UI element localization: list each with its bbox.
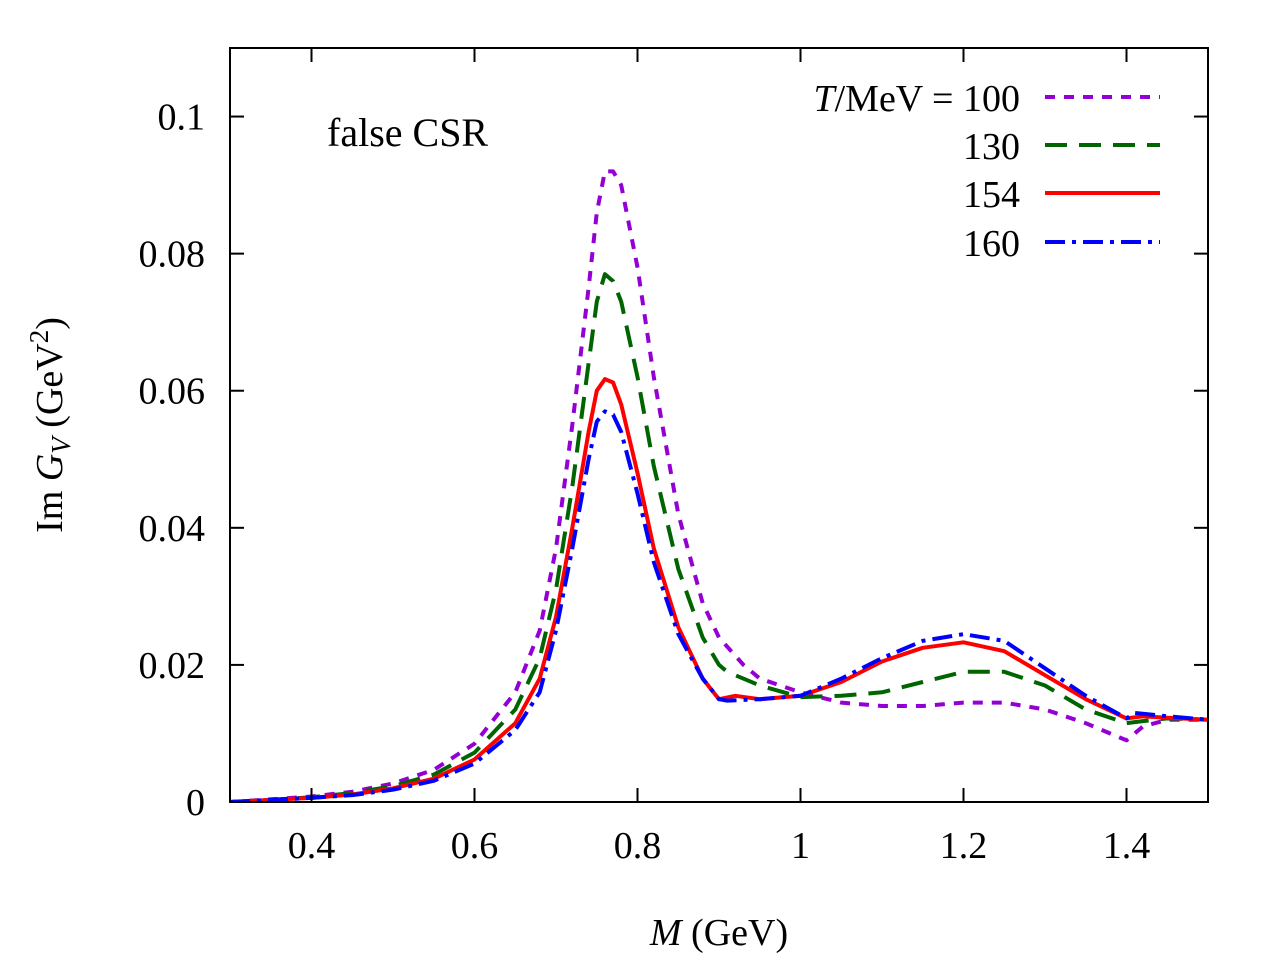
legend-swatches [1045, 95, 1160, 244]
series-line-160 [230, 409, 1208, 802]
y-axis-title: Im GV (GeV2) [24, 317, 76, 533]
x-tick-label-5: 1.4 [1103, 825, 1151, 867]
series-layer [230, 169, 1208, 802]
y-tick-label-1: 0.02 [139, 645, 206, 687]
legend-entry-0-label: T/MeV = 100 [813, 78, 1020, 120]
x-tick-label-1: 0.6 [451, 825, 499, 867]
x-tick-label-2: 0.8 [614, 825, 662, 867]
x-axis-title: M (GeV) [649, 912, 788, 954]
legend-entry-2-label: 154 [963, 174, 1020, 216]
tick-layer [230, 48, 1208, 803]
y-axis-sub: V [46, 434, 76, 454]
legend-entry-1-label: 130 [963, 126, 1020, 168]
series-line-154 [230, 377, 1208, 802]
y-axis-var: G [29, 454, 71, 481]
annotation-text: false CSR [327, 110, 488, 155]
legend-title-var: T [813, 78, 837, 120]
y-axis-unit-close: ) [29, 317, 71, 330]
y-axis-prefix: Im [29, 481, 71, 533]
y-tick-label-4: 0.08 [139, 234, 206, 276]
x-axis-unit: (GeV) [682, 912, 789, 954]
y-tick-label-3: 0.06 [139, 371, 206, 413]
legend-title-rest: /MeV = [835, 78, 963, 120]
x-axis-var: M [649, 912, 684, 954]
y-tick-label-2: 0.04 [139, 508, 206, 550]
series-line-130 [230, 272, 1208, 802]
x-tick-label-3: 1 [791, 825, 810, 867]
plot-frame [229, 47, 1209, 803]
legend: T/MeV = 100 130 154 160 [813, 78, 1160, 265]
x-tick-label-0: 0.4 [288, 825, 336, 867]
y-axis-sup: 2 [24, 330, 54, 344]
series-line-100 [230, 169, 1208, 802]
legend-series-0-name: 100 [963, 78, 1020, 120]
label-layer: 0.4 0.6 0.8 1 1.2 1.4 0 0.02 0.04 0.06 0.08 0.1 [139, 97, 1151, 867]
y-tick-label-5: 0.1 [158, 97, 206, 139]
y-axis-unit-open: (GeV [29, 343, 71, 437]
x-tick-label-4: 1.2 [940, 825, 988, 867]
legend-entry-3-label: 160 [963, 223, 1020, 265]
y-tick-label-0: 0 [186, 782, 205, 824]
